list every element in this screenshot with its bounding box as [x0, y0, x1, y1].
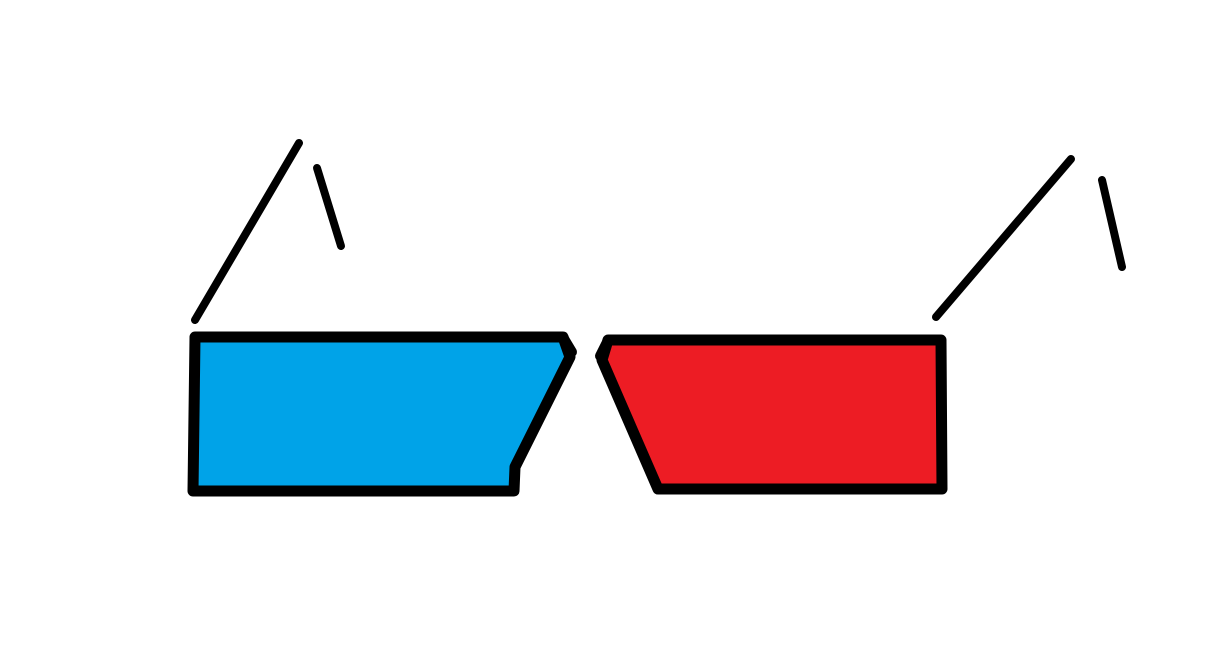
left-temple-arm-inner: [313, 164, 345, 250]
right-lens-bridge-nub: [595, 339, 611, 361]
right-lens: [596, 334, 948, 495]
right-temple-arm-inner: [1098, 176, 1126, 271]
left-temple-arm-outer: [191, 139, 303, 324]
glasses-drawing: [187, 139, 1126, 497]
left-temple-arm: [191, 139, 345, 324]
left-lens: [187, 331, 576, 497]
left-lens-bridge-nub: [558, 332, 577, 357]
right-temple-arm-outer: [932, 155, 1075, 321]
right-temple-arm: [932, 155, 1126, 321]
